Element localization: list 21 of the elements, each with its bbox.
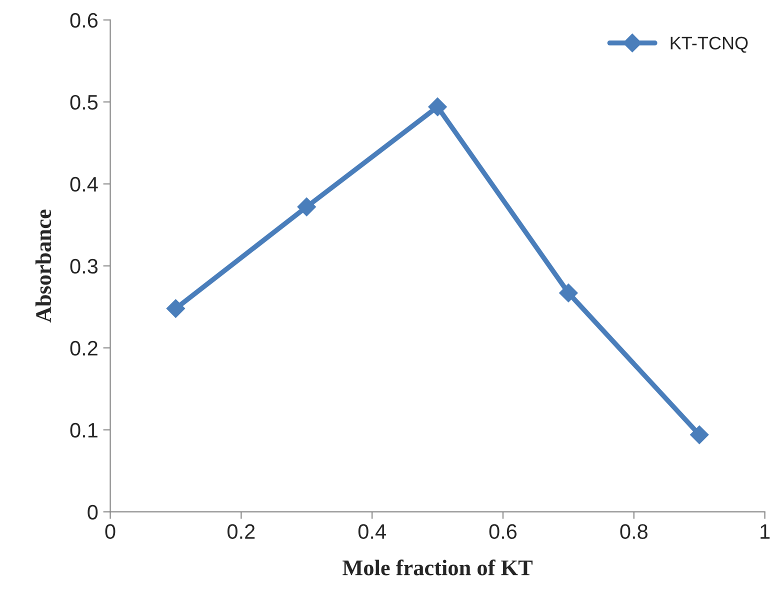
y-tick-label: 0.3	[70, 258, 98, 274]
point	[297, 198, 316, 216]
x-axis-title: Mole fraction of KT	[342, 559, 533, 576]
x-tick-label: 0.6	[489, 524, 517, 539]
x-tick-label: 0.2	[228, 524, 255, 539]
point	[559, 284, 578, 302]
y-tick-label: 0.6	[70, 12, 98, 28]
x-tick-label: 0.8	[620, 524, 648, 539]
y-tick-label: 0	[88, 504, 98, 520]
point	[690, 425, 709, 444]
y-tick-label: 0.4	[70, 176, 98, 192]
y-tick-label: 0.5	[70, 94, 98, 110]
y-tick-label: 0.1	[70, 422, 98, 438]
point	[428, 98, 447, 116]
x-tick-label: 0	[105, 524, 116, 539]
point	[166, 299, 186, 318]
y-tick-label: 0.2	[70, 340, 98, 356]
legend-label: KT-TCNQ	[670, 36, 748, 53]
y-axis-title: Absorbance	[35, 210, 52, 322]
x-tick-label: 1	[760, 524, 770, 539]
x-tick-label: 0.4	[358, 524, 386, 539]
